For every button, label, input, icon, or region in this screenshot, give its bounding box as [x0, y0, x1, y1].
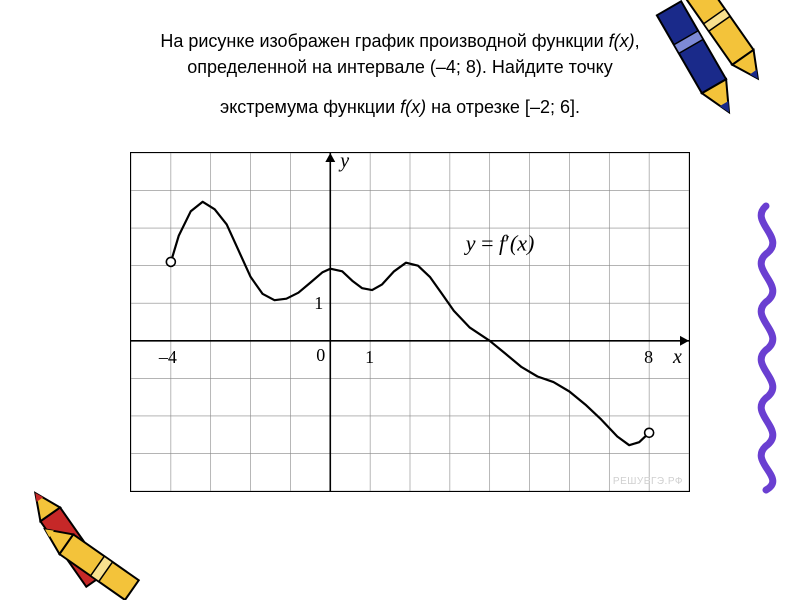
svg-text:–4: –4: [158, 347, 177, 367]
svg-text:y: y: [338, 153, 349, 172]
svg-text:x: x: [672, 346, 682, 368]
problem-func2: f(x): [400, 97, 426, 117]
squiggle-decor: [744, 200, 794, 500]
problem-line2: определенной на интервале (–4; 8). Найди…: [100, 54, 700, 80]
problem-line3b: на отрезке [–2; 6].: [426, 97, 580, 117]
svg-text:1: 1: [314, 293, 323, 313]
problem-text: На рисунке изображен график производной …: [100, 28, 700, 120]
svg-text:8: 8: [644, 347, 653, 367]
chart-container: y x 0 –4 1 8 1 y = f′(x) РЕШУЕГЭ.РФ: [130, 152, 690, 492]
crayon-blue-decor: [640, 0, 770, 152]
chart-svg: y x 0 –4 1 8 1 y = f′(x): [131, 153, 689, 491]
svg-text:0: 0: [316, 345, 325, 365]
crayon-red-decor: [0, 464, 154, 600]
svg-text:y = f′(x): y = f′(x): [464, 231, 535, 256]
watermark: РЕШУЕГЭ.РФ: [613, 476, 683, 487]
problem-line3a: экстремума функции: [220, 97, 400, 117]
problem-func1: f(x): [609, 31, 635, 51]
problem-line1: На рисунке изображен график производной …: [160, 31, 603, 51]
svg-text:1: 1: [365, 347, 374, 367]
